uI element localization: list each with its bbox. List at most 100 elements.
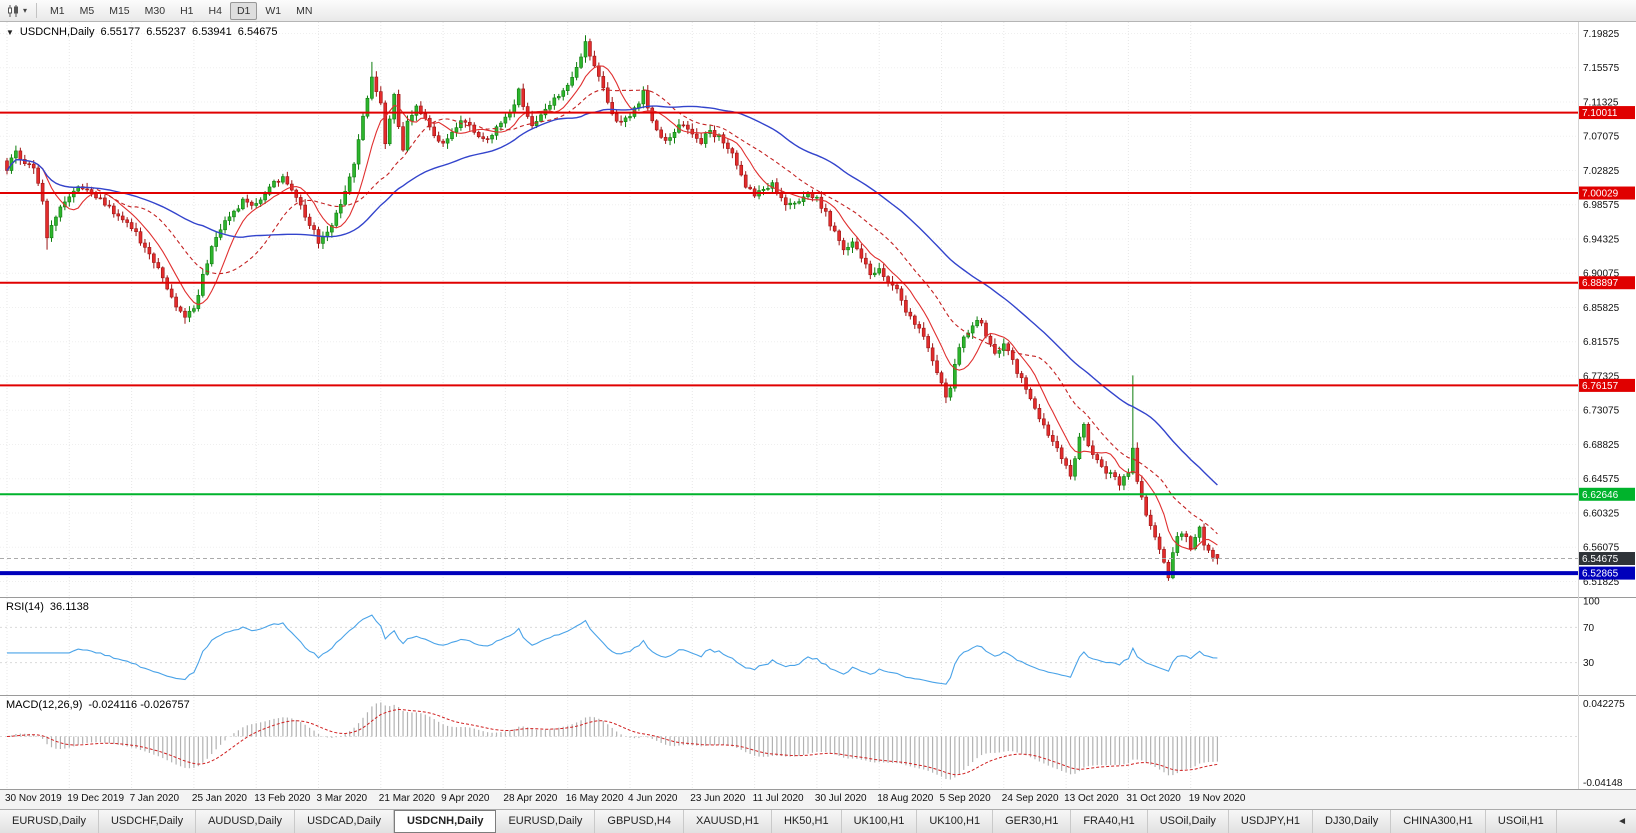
svg-text:6.81575: 6.81575 (1583, 337, 1620, 348)
date-label: 21 Mar 2020 (378, 793, 435, 804)
timeframe-button-m1[interactable]: M1 (50, 4, 65, 17)
chart-tab-usoil-daily[interactable]: USOil,Daily (1148, 810, 1229, 833)
date-label: 23 Jun 2020 (690, 793, 746, 804)
svg-text:6.64575: 6.64575 (1583, 474, 1620, 485)
svg-text:6.68825: 6.68825 (1583, 440, 1620, 451)
date-axis[interactable]: 30 Nov 2019 19 Dec 2019 7 Jan 2020 25 Jan 2… (0, 789, 1636, 809)
chart-tab-usoil-h1[interactable]: USOil,H1 (1486, 810, 1557, 833)
slow-ma-line (6, 105, 1218, 486)
symbol-timeframe-label: USDCNH,Daily (19, 26, 95, 38)
date-label: 25 Jan 2020 (191, 793, 247, 804)
chart-area: 7.19825 7.15575 7.11325 7.07075 7.02825 6.985… (0, 22, 1636, 789)
grid-layer (0, 22, 1578, 789)
timeframe-button-mn[interactable]: MN (296, 4, 313, 17)
tab-scroll-left-icon[interactable]: ◄ (1617, 816, 1627, 827)
date-label: 11 Jul 2020 (752, 793, 804, 804)
timeframe-button-h1[interactable]: H1 (180, 4, 194, 17)
svg-text:7.00029: 7.00029 (1582, 189, 1619, 200)
rsi-indicator-label: RSI(14) 36.1138 (6, 601, 89, 613)
svg-text:6.85825: 6.85825 (1583, 303, 1620, 314)
chart-tab-usdchf-daily[interactable]: USDCHF,Daily (99, 810, 197, 833)
timeframe-button-w1[interactable]: W1 (265, 4, 282, 17)
chart-tab-usdcad-daily[interactable]: USDCAD,Daily (295, 810, 395, 833)
chart-tab-china300-h1[interactable]: CHINA300,H1 (1391, 810, 1486, 833)
svg-text:7.19825: 7.19825 (1583, 29, 1620, 40)
timeframe-button-m15[interactable]: M15 (109, 4, 130, 17)
timeframe-button-m5[interactable]: M5 (79, 4, 95, 17)
toolbar-separator (36, 3, 38, 18)
svg-text:6.51825: 6.51825 (1583, 577, 1620, 588)
chart-tab-fra40-h1[interactable]: FRA40,H1 (1071, 810, 1148, 833)
date-label: 4 Jun 2020 (628, 793, 678, 804)
date-label: 19 Nov 2020 (1188, 793, 1246, 804)
price-tag: 6.52865 (1579, 566, 1635, 580)
macd-indicator-label: MACD(12,26,9) -0.024116 -0.026757 (6, 699, 190, 711)
chart-tab-eurusd-daily[interactable]: EURUSD,Daily (0, 810, 99, 833)
date-label: 16 May 2020 (565, 793, 624, 804)
price-tag: 6.88897 (1579, 276, 1635, 290)
date-label: 28 Apr 2020 (503, 793, 558, 804)
date-label: 5 Sep 2020 (939, 793, 991, 804)
chart-tab-ger30-h1[interactable]: GER30,H1 (993, 810, 1072, 833)
date-label: 3 Mar 2020 (316, 793, 368, 804)
svg-text:6.52865: 6.52865 (1582, 569, 1619, 580)
svg-text:6.76157: 6.76157 (1582, 381, 1619, 392)
svg-text:6.56075: 6.56075 (1583, 543, 1620, 554)
ohlc-low-value: 6.53941 (192, 26, 232, 38)
macd-values: -0.024116 -0.026757 (88, 699, 190, 711)
svg-text:7.11325: 7.11325 (1583, 97, 1619, 108)
rsi-line (7, 614, 1218, 685)
svg-text:7.15575: 7.15575 (1583, 63, 1620, 74)
chart-type-button[interactable]: ▾ (4, 3, 30, 19)
chart-tab-usdcnh-daily[interactable]: USDCNH,Daily (394, 810, 497, 833)
collapse-toggle-icon[interactable]: ▼ (6, 27, 14, 37)
timeframe-group: M1 M5 M15 M30 H1 H4 D1 W1 MN (43, 1, 319, 20)
date-label: 24 Sep 2020 (1001, 793, 1059, 804)
svg-text:6.94325: 6.94325 (1583, 234, 1620, 245)
ohlc-high-value: 6.55237 (146, 26, 187, 38)
date-label: 9 Apr 2020 (441, 793, 490, 804)
rsi-name: RSI(14) (6, 601, 44, 613)
svg-text:6.88897: 6.88897 (1582, 278, 1619, 289)
price-chart-canvas[interactable]: 7.19825 7.15575 7.11325 7.07075 7.02825 6.985… (0, 22, 1636, 789)
chevron-down-icon: ▾ (23, 5, 28, 15)
date-label: 13 Feb 2020 (254, 793, 311, 804)
svg-text:30: 30 (1583, 658, 1595, 669)
svg-text:6.60325: 6.60325 (1583, 508, 1620, 519)
macd-name: MACD(12,26,9) (6, 699, 83, 711)
svg-text:6.98575: 6.98575 (1583, 200, 1620, 211)
chart-tab-uk100-h1[interactable]: UK100,H1 (842, 810, 918, 833)
svg-text:100: 100 (1583, 597, 1600, 608)
timeframe-button-h4[interactable]: H4 (208, 4, 222, 17)
chart-tab-eurusd-daily[interactable]: EURUSD,Daily (496, 810, 596, 833)
svg-text:6.62646: 6.62646 (1582, 490, 1619, 501)
chart-tab-hk50-h1[interactable]: HK50,H1 (772, 810, 842, 833)
chart-tab-uk100-h1[interactable]: UK100,H1 (917, 810, 994, 833)
chart-tab-audusd-daily[interactable]: AUDUSD,Daily (196, 810, 296, 833)
candles-layer (0, 35, 1578, 581)
price-axis: 7.19825 7.15575 7.11325 7.07075 7.02825 6.985… (1583, 29, 1625, 789)
chart-tab-xauusd-h1[interactable]: XAUUSD,H1 (684, 810, 772, 833)
svg-text:6.73075: 6.73075 (1583, 406, 1620, 417)
timeframe-button-d1[interactable]: D1 (229, 1, 258, 20)
chart-tab-gbpusd-h4[interactable]: GBPUSD,H4 (595, 810, 684, 833)
ohlc-open-value: 6.55177 (100, 26, 141, 38)
price-tag: 7.10011 (1579, 106, 1635, 120)
price-tag: 6.76157 (1579, 378, 1635, 392)
svg-text:7.10011: 7.10011 (1582, 108, 1618, 119)
rsi-value: 36.1138 (49, 601, 89, 613)
date-label: 18 Aug 2020 (877, 793, 934, 804)
ohlc-close-value: 6.54675 (237, 26, 278, 38)
svg-text:7.02825: 7.02825 (1583, 166, 1620, 177)
chart-tab-dj30-daily[interactable]: DJ30,Daily (1313, 810, 1392, 833)
date-label: 13 Oct 2020 (1064, 793, 1119, 804)
price-tag: 7.00029 (1579, 186, 1635, 200)
price-tag: 6.54675 (1579, 552, 1635, 566)
svg-text:7.07075: 7.07075 (1583, 132, 1620, 143)
date-label: 31 Oct 2020 (1126, 793, 1181, 804)
timeframe-button-m30[interactable]: M30 (144, 4, 166, 17)
chart-tab-usdjpy-h1[interactable]: USDJPY,H1 (1229, 810, 1314, 833)
svg-text:6.77325: 6.77325 (1583, 371, 1620, 382)
date-label: 30 Nov 2019 (5, 793, 62, 804)
